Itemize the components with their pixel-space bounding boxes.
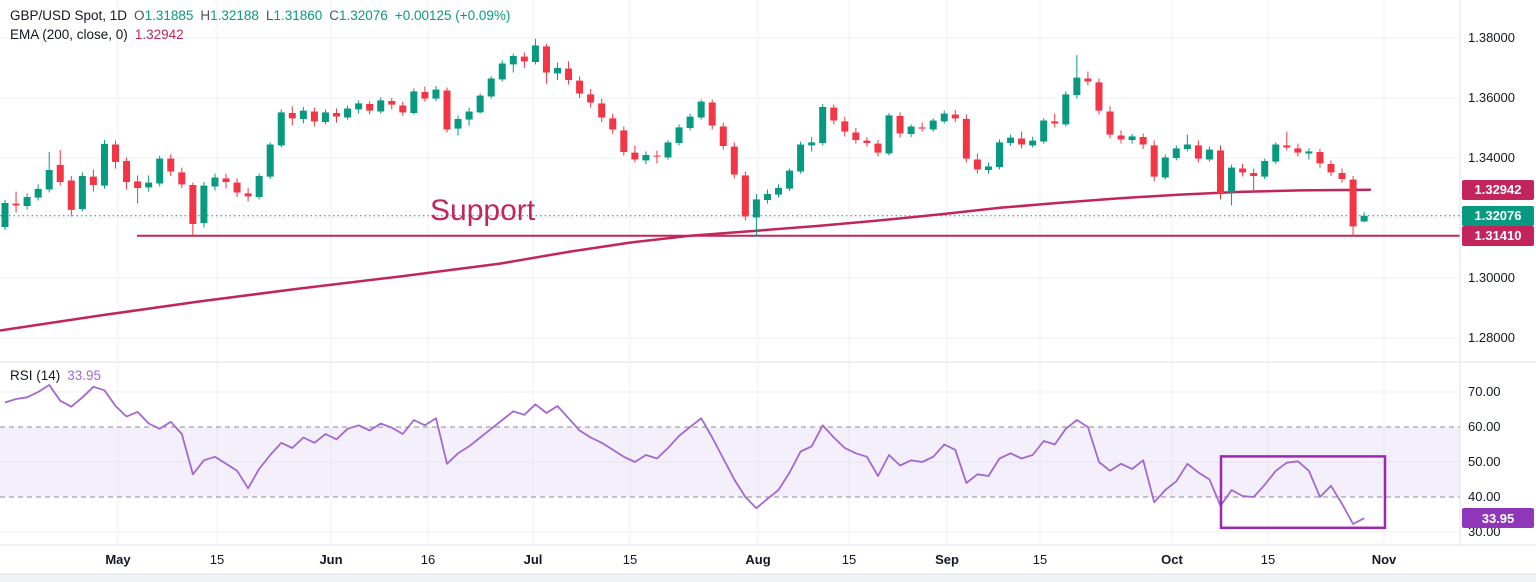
time-tick-label: 15: [841, 552, 857, 567]
rsi-line: [4, 384, 1365, 525]
ohlc-high: H1.32188: [200, 8, 259, 23]
rsi-value-badge: 33.95: [1462, 508, 1534, 529]
rsi-value: 33.95: [67, 368, 102, 383]
ema-price-badge: 1.32942: [1462, 179, 1534, 200]
time-tick-label: May: [105, 552, 131, 567]
ohlc-low: L1.31860: [265, 8, 323, 23]
price-tick-label: 1.34000: [1468, 150, 1515, 165]
rsi-indicator-legend[interactable]: RSI (14) 33.95: [10, 368, 101, 383]
ema-indicator-legend[interactable]: EMA (200, close, 0) 1.32942: [10, 27, 184, 42]
rsi-band: [0, 427, 1460, 497]
time-tick-label: 16: [420, 552, 436, 567]
rsi-tick-label: 40.00: [1468, 489, 1501, 504]
candlestick-series: [1, 38, 1368, 237]
time-tick-label: Aug: [745, 552, 771, 567]
symbol-legend[interactable]: GBP/USD Spot, 1D O1.31885 H1.32188 L1.31…: [10, 8, 510, 23]
time-tick-label: Jun: [319, 552, 343, 567]
price-tick-label: 1.30000: [1468, 270, 1515, 285]
time-tick-label: 15: [1260, 552, 1276, 567]
price-axis[interactable]: 1.38000 1.36000 1.34000 1.30000 1.28000: [1460, 0, 1536, 362]
rsi-tick-label: 70.00: [1468, 384, 1501, 399]
support-annotation-label[interactable]: Support: [430, 194, 536, 227]
time-tick-label: 15: [622, 552, 638, 567]
ema-label: EMA (200, close, 0): [10, 27, 128, 42]
support-price-badge: 1.31410: [1462, 225, 1534, 246]
ohlc-close: C1.32076: [329, 8, 388, 23]
ema-value: 1.32942: [134, 27, 184, 42]
time-tick-label: Oct: [1161, 552, 1183, 567]
symbol-title: GBP/USD Spot, 1D: [10, 8, 128, 23]
price-tick-label: 1.36000: [1468, 90, 1515, 105]
time-tick-label: 15: [209, 552, 225, 567]
time-tick-label: Sep: [935, 552, 959, 567]
price-tick-label: 1.38000: [1468, 30, 1515, 45]
time-tick-label: Jul: [523, 552, 543, 567]
rsi-label: RSI (14): [10, 368, 61, 383]
gridlines: [0, 0, 1460, 545]
ema-200-line[interactable]: [0, 188, 1372, 332]
rsi-highlight-box[interactable]: [1219, 455, 1387, 530]
rsi-tick-label: 60.00: [1468, 419, 1501, 434]
time-tick-label: 15: [1032, 552, 1048, 567]
price-change: +0.00125 (+0.09%): [394, 8, 511, 23]
price-tick-label: 1.28000: [1468, 330, 1515, 345]
last-price-badge: 1.32076: [1462, 205, 1534, 226]
rsi-tick-label: 50.00: [1468, 454, 1501, 469]
time-axis[interactable]: May 15 Jun 16 Jul 15 Aug 15 Sep 15 Oct 15 Nov: [0, 546, 1460, 574]
time-tick-label: Nov: [1371, 552, 1397, 567]
ohlc-open: O1.31885: [134, 8, 194, 23]
